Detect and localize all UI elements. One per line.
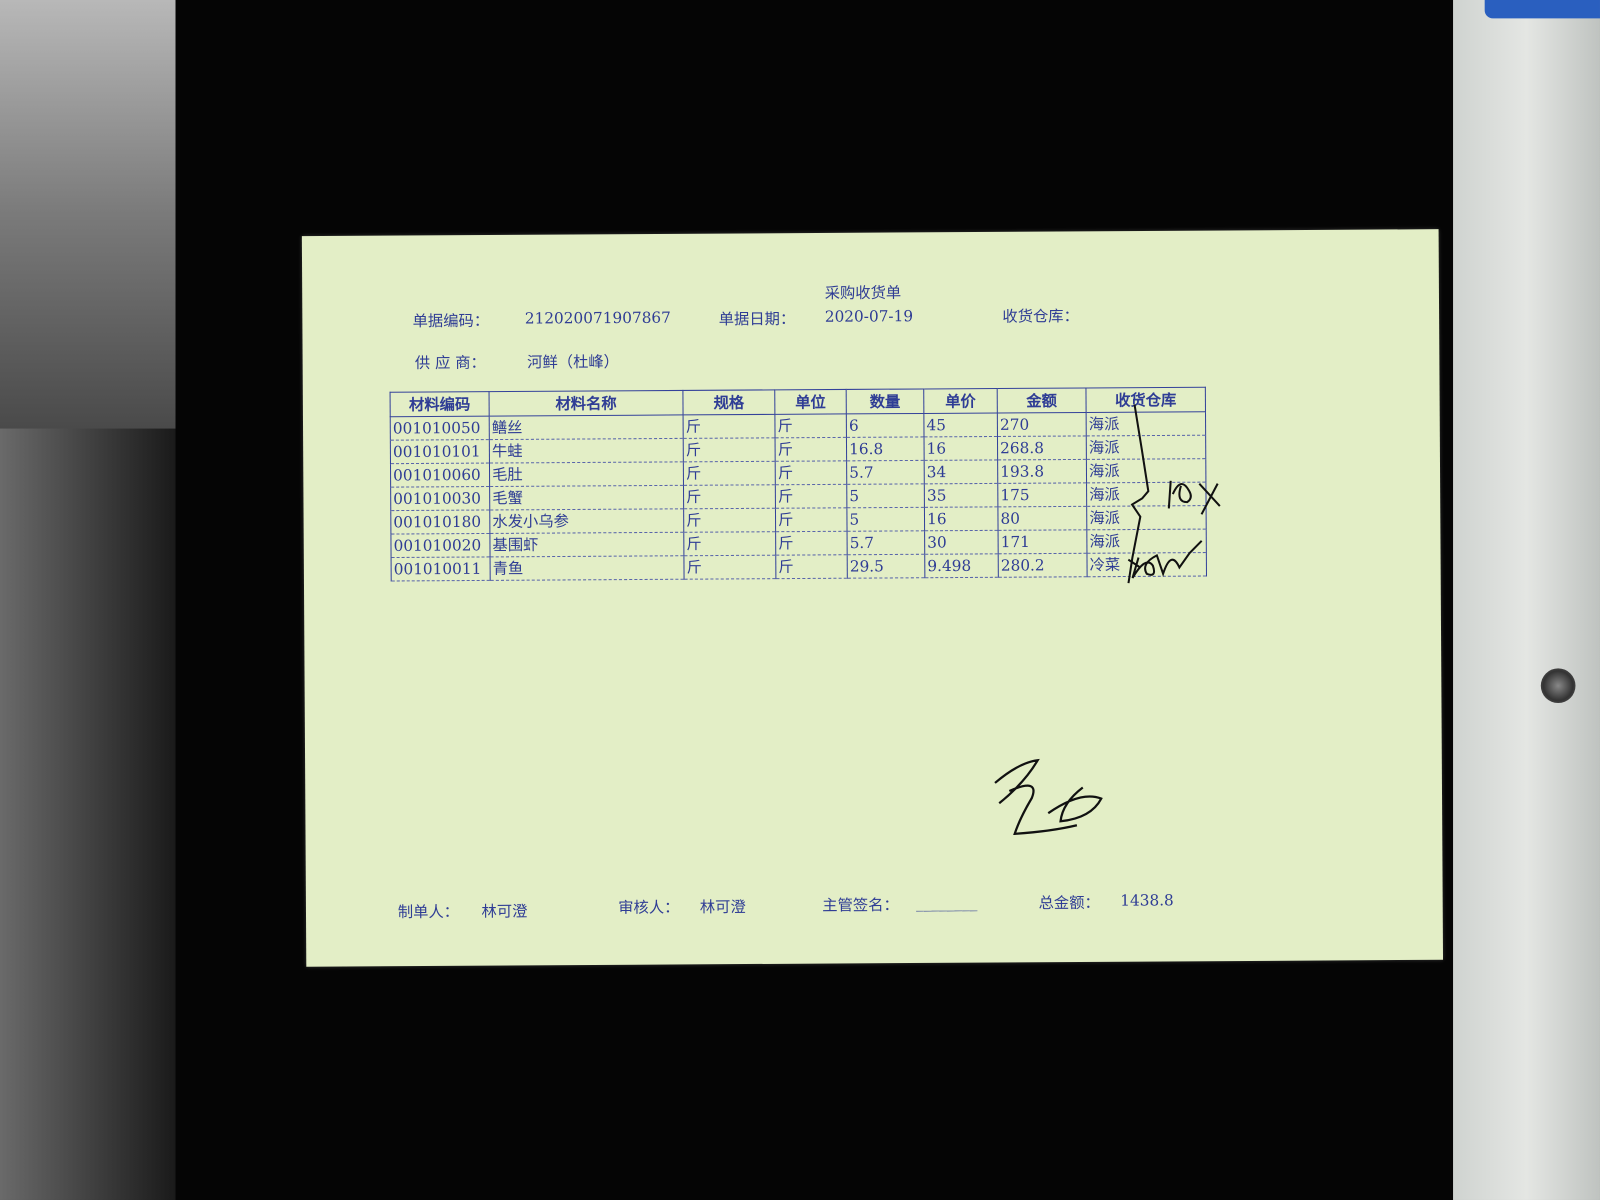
table-cell: 268.8 xyxy=(997,435,1087,460)
table-cell: 5.7 xyxy=(847,530,925,555)
table-cell: 001010030 xyxy=(390,486,490,511)
doc-date-label: 单据日期： xyxy=(718,309,796,329)
table-cell: 斤 xyxy=(775,460,847,485)
screw xyxy=(1540,668,1576,704)
table-cell: 斤 xyxy=(683,555,776,580)
column-header: 数量 xyxy=(846,388,924,414)
table-cell: 斤 xyxy=(683,484,776,509)
doc-no: 212020071907867 xyxy=(524,308,671,328)
handwritten-signature xyxy=(994,758,1103,836)
table-cell: 6 xyxy=(846,413,925,438)
table-cell: 30 xyxy=(924,530,999,555)
table-cell: 斤 xyxy=(774,413,847,438)
supervisor-label: 主管签名： xyxy=(822,895,899,915)
table-cell: 海派 xyxy=(1086,411,1206,436)
table-cell: 001010180 xyxy=(390,509,490,535)
table-cell: 29.5 xyxy=(847,554,925,579)
table-cell: 海派 xyxy=(1086,435,1206,460)
background-blue-object xyxy=(1484,0,1600,19)
background-left-top xyxy=(0,0,176,429)
reviewer-label: 审核人： xyxy=(618,898,680,917)
table-cell: 毛蟹 xyxy=(489,485,684,510)
receipt-paper: 采购收货单 单据编码： 212020071907867 单据日期： 2020-0… xyxy=(301,229,1444,967)
table-cell: 001010050 xyxy=(390,416,490,441)
table-cell: 斤 xyxy=(683,414,776,439)
table-cell: 35 xyxy=(924,483,998,508)
table-cell: 270 xyxy=(997,412,1087,437)
doc-date: 2020-07-19 xyxy=(824,306,914,326)
table-cell: 280.2 xyxy=(998,553,1088,578)
supervisor-signature-line: ________ xyxy=(916,893,978,912)
table-cell: 海派 xyxy=(1086,505,1207,530)
total-label: 总金额： xyxy=(1038,893,1100,913)
table-cell: 16 xyxy=(924,436,998,461)
table-cell: 001010011 xyxy=(391,556,491,581)
table-cell: 基围虾 xyxy=(489,532,684,557)
table-cell: 海派 xyxy=(1086,529,1207,554)
table-cell: 斤 xyxy=(775,507,848,532)
table-cell: 冷菜 xyxy=(1086,552,1207,577)
table-cell: 80 xyxy=(997,506,1087,531)
column-header: 单位 xyxy=(774,389,847,415)
reviewer: 林可澄 xyxy=(699,897,746,917)
document-title: 采购收货单 xyxy=(824,283,902,303)
table-cell: 001010101 xyxy=(390,439,490,464)
table-cell: 水发小乌参 xyxy=(489,508,684,534)
table-cell: 001010020 xyxy=(390,533,491,558)
table-cell: 193.8 xyxy=(997,459,1087,484)
column-header: 材料名称 xyxy=(489,390,684,417)
doc-no-label: 单据编码： xyxy=(412,311,490,331)
warehouse-label: 收货仓库： xyxy=(1002,306,1079,326)
table-cell: 5 xyxy=(846,507,925,532)
table-cell: 斤 xyxy=(683,461,776,486)
maker-label: 制单人： xyxy=(397,902,460,922)
table-cell: 牛蛙 xyxy=(489,438,684,464)
table-cell: 斤 xyxy=(775,484,847,509)
table-cell: 34 xyxy=(924,459,998,484)
column-header: 材料编码 xyxy=(390,391,490,417)
table-cell: 海派 xyxy=(1086,458,1206,483)
maker: 林可澄 xyxy=(481,902,528,921)
column-header: 收货仓库 xyxy=(1085,387,1206,413)
table-cell: 鳝丝 xyxy=(489,414,684,440)
table-cell: 175 xyxy=(997,482,1087,507)
table-cell: 斤 xyxy=(683,437,776,462)
table-cell: 青鱼 xyxy=(490,555,685,581)
column-header: 金额 xyxy=(997,387,1087,414)
column-header: 规格 xyxy=(682,389,775,415)
supplier: 河鲜（杜峰） xyxy=(527,352,620,372)
column-header: 单价 xyxy=(923,388,998,414)
table-cell: 斤 xyxy=(683,508,776,533)
table-cell: 海派 xyxy=(1086,482,1207,507)
table-row: 001010011 青鱼斤斤 29.5 9.498 280.2 冷菜 xyxy=(391,552,1207,581)
supplier-label: 供 应 商： xyxy=(414,353,486,373)
table-cell: 16.8 xyxy=(846,436,925,461)
table-cell: 001010060 xyxy=(390,463,490,488)
items-table: 材料编码 材料名称 规格 单位 数量 单价 金额 收货仓库 001010050 鳝丝斤斤 6 45 2… xyxy=(390,387,1207,582)
table-cell: 16 xyxy=(924,506,999,531)
table-cell: 斤 xyxy=(683,531,776,556)
table-cell: 毛肚 xyxy=(489,461,684,487)
table-cell: 斤 xyxy=(775,437,847,462)
handwritten-marks xyxy=(994,404,1221,836)
table-cell: 5.7 xyxy=(846,460,925,485)
table-cell: 171 xyxy=(998,529,1087,554)
table-cell: 斤 xyxy=(775,554,848,579)
table-cell: 9.498 xyxy=(924,553,999,578)
table-cell: 5 xyxy=(846,483,925,508)
total-amount: 1438.8 xyxy=(1120,891,1174,910)
table-cell: 斤 xyxy=(775,531,848,556)
table-cell: 45 xyxy=(923,413,998,437)
background-right xyxy=(1453,0,1600,1200)
